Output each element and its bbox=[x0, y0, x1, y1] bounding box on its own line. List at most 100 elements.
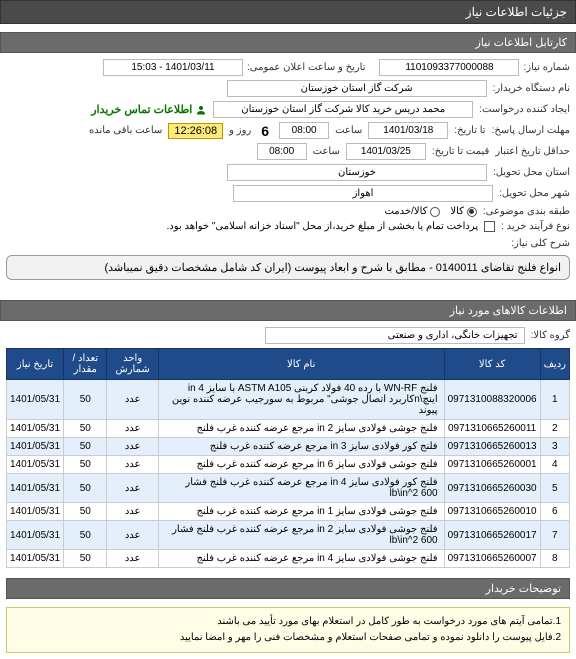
radio-khadamat[interactable]: کالا/خدمت bbox=[384, 206, 440, 217]
group-value: تجهیزات خانگی، اداری و صنعتی bbox=[265, 327, 525, 344]
note-line-1: 1.تمامی آیتم های مورد درخواست به طور کام… bbox=[15, 614, 561, 630]
notes-header: توضیحات خریدار bbox=[6, 578, 570, 599]
validity-date: 1401/03/25 bbox=[346, 143, 426, 160]
table-cell: 8 bbox=[540, 550, 569, 568]
table-cell: 50 bbox=[64, 521, 107, 550]
announce-value: 1401/03/11 - 15:03 bbox=[103, 59, 243, 76]
notes-box: 1.تمامی آیتم های مورد درخواست به طور کام… bbox=[6, 607, 570, 653]
table-cell: فلنج جوشی فولادی سایز in 2 مرجع عرضه کنن… bbox=[158, 420, 444, 438]
table-cell: فلنج کور فولادی سایز in 3 مرجع عرضه کنند… bbox=[158, 438, 444, 456]
group-label: گروه کالا: bbox=[531, 330, 570, 341]
radio-icon bbox=[467, 207, 477, 217]
table-cell: فلنج جوشی فولادی سایز in 6 مرجع عرضه کنن… bbox=[158, 456, 444, 474]
province-label: استان محل تحویل: bbox=[493, 167, 570, 178]
table-cell: 50 bbox=[64, 420, 107, 438]
table-cell: 50 bbox=[64, 474, 107, 503]
days-value: 6 bbox=[257, 123, 273, 139]
buy-method-text: پرداخت تمام یا بخشی از مبلغ خرید،از محل … bbox=[167, 221, 479, 232]
table-cell: 6 bbox=[540, 503, 569, 521]
note-line-2: 2.فایل پیوست را دانلود نموده و تمامی صفح… bbox=[15, 630, 561, 646]
table-header-row: ردیف کد کالا نام کالا واحد شمارش تعداد /… bbox=[7, 349, 570, 380]
contact-link[interactable]: اطلاعات تماس خریدار bbox=[91, 103, 207, 116]
table-cell: 0971310665260010 bbox=[444, 503, 540, 521]
remain-time: 12:26:08 bbox=[168, 123, 223, 139]
table-cell: عدد bbox=[107, 521, 158, 550]
table-cell: 1401/05/31 bbox=[7, 438, 64, 456]
table-cell: عدد bbox=[107, 503, 158, 521]
table-row: 30971310665260013فلنج کور فولادی سایز in… bbox=[7, 438, 570, 456]
table-cell: 1401/05/31 bbox=[7, 420, 64, 438]
table-cell: 50 bbox=[64, 503, 107, 521]
class-label: طبقه بندی موضوعی: bbox=[483, 206, 570, 217]
table-cell: 50 bbox=[64, 380, 107, 420]
buy-method-checkbox[interactable] bbox=[484, 221, 495, 232]
table-cell: 0971310665260011 bbox=[444, 420, 540, 438]
org-label: نام دستگاه خریدار: bbox=[493, 83, 570, 94]
table-cell: 1401/05/31 bbox=[7, 380, 64, 420]
table-cell: 0971310665260013 bbox=[444, 438, 540, 456]
summary-label: شرح کلی نیاز: bbox=[6, 238, 570, 249]
table-cell: عدد bbox=[107, 456, 158, 474]
items-table: ردیف کد کالا نام کالا واحد شمارش تعداد /… bbox=[6, 348, 570, 568]
table-row: 80971310665260007فلنج جوشی فولادی سایز i… bbox=[7, 550, 570, 568]
table-cell: عدد bbox=[107, 420, 158, 438]
creator-label: ایجاد کننده درخواست: bbox=[479, 104, 570, 115]
table-cell: 1401/05/31 bbox=[7, 456, 64, 474]
deadline-date: 1401/03/18 bbox=[368, 122, 448, 139]
table-row: 10971310088320006فلنج WN-RF با رده 40 فو… bbox=[7, 380, 570, 420]
table-cell: عدد bbox=[107, 550, 158, 568]
table-cell: 1 bbox=[540, 380, 569, 420]
table-cell: 0971310088320006 bbox=[444, 380, 540, 420]
table-cell: فلنج WN-RF با رده 40 فولاد کربنی ASTM A1… bbox=[158, 380, 444, 420]
announce-label: تاریخ و ساعت اعلان عمومی: bbox=[247, 62, 366, 73]
table-cell: 5 bbox=[540, 474, 569, 503]
table-row: 70971310665260017فلنج جوشی فولادی سایز i… bbox=[7, 521, 570, 550]
req-no-value: 1101093377000088 bbox=[379, 59, 519, 76]
table-cell: 0971310665260001 bbox=[444, 456, 540, 474]
radio-kala[interactable]: کالا bbox=[450, 206, 477, 217]
table-cell: فلنج جوشی فولادی سایز in 4 مرجع عرضه کنن… bbox=[158, 550, 444, 568]
col-code: کد کالا bbox=[444, 349, 540, 380]
table-cell: 1401/05/31 bbox=[7, 474, 64, 503]
city-label: شهر محل تحویل: bbox=[499, 188, 570, 199]
table-cell: عدد bbox=[107, 474, 158, 503]
table-cell: 7 bbox=[540, 521, 569, 550]
buy-method-label: نوع فرآیند خرید : bbox=[501, 221, 570, 232]
table-cell: فلنج جوشی فولادی سایز in 2 مرجع عرضه کنن… bbox=[158, 521, 444, 550]
table-cell: 50 bbox=[64, 438, 107, 456]
table-cell: 1401/05/31 bbox=[7, 503, 64, 521]
user-icon bbox=[195, 104, 207, 116]
page-title: جزئیات اطلاعات نیاز bbox=[466, 5, 567, 19]
items-section-header: اطلاعات کالاهای مورد نیاز bbox=[0, 300, 576, 321]
table-cell: عدد bbox=[107, 380, 158, 420]
table-cell: 2 bbox=[540, 420, 569, 438]
table-cell: 0971310665260017 bbox=[444, 521, 540, 550]
table-cell: 0971310665260007 bbox=[444, 550, 540, 568]
city-value: اهواز bbox=[233, 185, 493, 202]
table-cell: فلنج کور فولادی سایز in 4 مرجع عرضه کنند… bbox=[158, 474, 444, 503]
table-row: 20971310665260011فلنج جوشی فولادی سایز i… bbox=[7, 420, 570, 438]
class-radio-group: کالا کالا/خدمت bbox=[384, 206, 476, 217]
creator-value: محمد دریس خرید کالا شرکت گاز استان خوزست… bbox=[213, 101, 473, 118]
col-qty: تعداد / مقدار bbox=[64, 349, 107, 380]
table-row: 50971310665260030فلنج کور فولادی سایز in… bbox=[7, 474, 570, 503]
table-cell: عدد bbox=[107, 438, 158, 456]
province-value: خوزستان bbox=[227, 164, 487, 181]
validity-label: حداقل تاریخ اعتبار bbox=[495, 146, 570, 157]
table-cell: 3 bbox=[540, 438, 569, 456]
col-name-header: نام کالا bbox=[158, 349, 444, 380]
org-value: شرکت گاز استان خوزستان bbox=[227, 80, 487, 97]
req-no-label: شماره نیاز: bbox=[523, 62, 570, 73]
radio-icon bbox=[430, 207, 440, 217]
form-area: شماره نیاز: 1101093377000088 تاریخ و ساع… bbox=[0, 53, 576, 292]
table-cell: 50 bbox=[64, 550, 107, 568]
section-info-header: کارتابل اطلاعات نیاز bbox=[0, 32, 576, 53]
table-cell: 1401/05/31 bbox=[7, 550, 64, 568]
table-row: 60971310665260010فلنج جوشی فولادی سایز i… bbox=[7, 503, 570, 521]
col-date: تاریخ نیاز bbox=[7, 349, 64, 380]
validity-time: 08:00 bbox=[257, 143, 307, 160]
col-index: ردیف bbox=[540, 349, 569, 380]
summary-box: انواع فلنج تقاضای 0140011 - مطابق با شرح… bbox=[6, 255, 570, 280]
col-unit: واحد شمارش bbox=[107, 349, 158, 380]
deadline-label: مهلت ارسال پاسخ: bbox=[492, 125, 570, 136]
